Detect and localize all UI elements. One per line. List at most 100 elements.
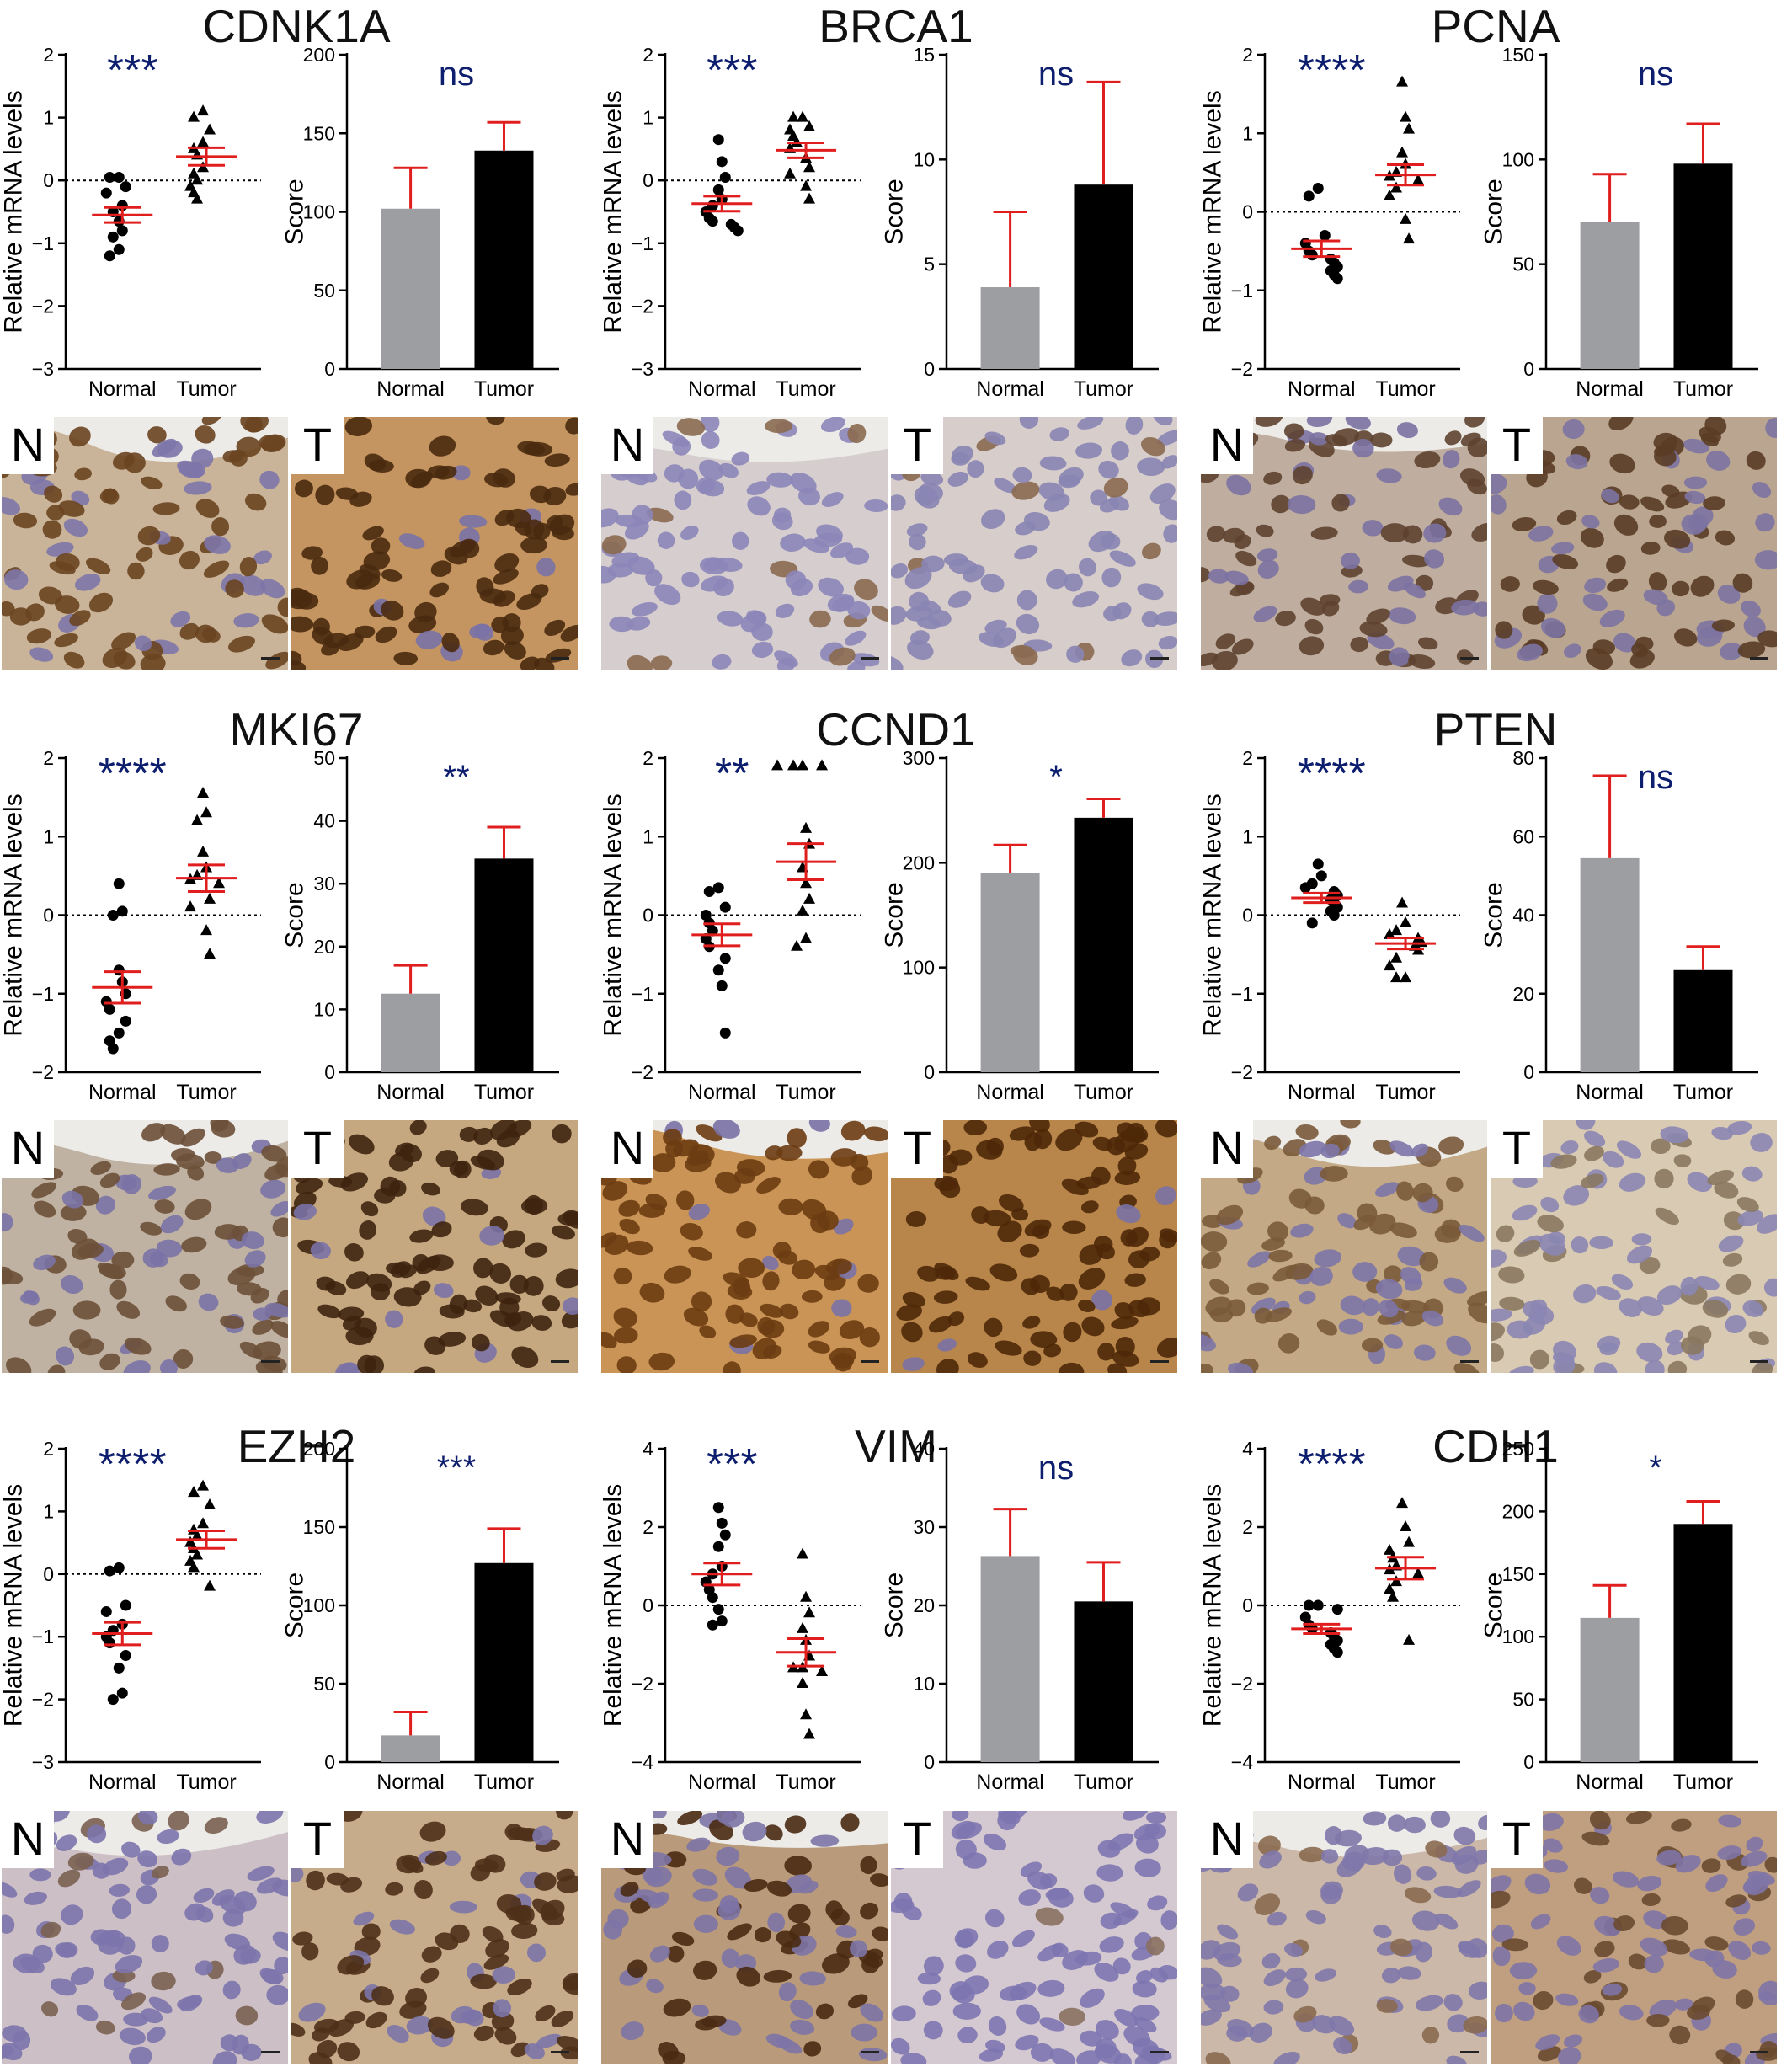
- nucleus: [692, 1868, 718, 1886]
- nucleus: [766, 1880, 792, 1897]
- nucleus: [1261, 1953, 1281, 1969]
- nucleus: [785, 570, 807, 590]
- nucleus: [1128, 1250, 1150, 1268]
- nucleus: [864, 499, 888, 513]
- gene-panel-cdh1: CDH1 −4 −2 0 2 4 Relative mRNA levels Normal Tum…: [1199, 1398, 1792, 2072]
- significance-score: ns: [439, 56, 474, 93]
- normal-label: N: [1201, 1811, 1253, 1868]
- data-point-tumor: [1400, 212, 1412, 224]
- nucleus: [956, 1822, 982, 1840]
- data-point-tumor: [188, 110, 200, 122]
- nucleus: [1675, 1855, 1701, 1873]
- y-tick-label: 150: [303, 1516, 335, 1538]
- nucleus: [840, 1120, 866, 1141]
- tumor-label: T: [1491, 417, 1543, 474]
- data-point-normal: [113, 878, 125, 889]
- nucleus: [1329, 2016, 1355, 2036]
- nucleus: [1674, 628, 1698, 647]
- nucleus: [346, 569, 374, 590]
- y-tick-label: 0: [643, 905, 653, 927]
- nucleus: [845, 547, 870, 565]
- nucleus: [165, 1295, 187, 1312]
- x-category-label: Normal: [376, 377, 445, 401]
- nucleus: [662, 430, 690, 447]
- nucleus: [1631, 1233, 1652, 1246]
- ihc-image-normal: N: [601, 417, 888, 670]
- nucleus: [560, 625, 578, 642]
- nucleus: [1537, 593, 1558, 614]
- nucleus: [1491, 1322, 1505, 1342]
- nucleus: [1715, 530, 1736, 546]
- normal-label: N: [2, 417, 54, 474]
- nucleus: [463, 1299, 483, 1313]
- data-point-tumor: [197, 1517, 210, 1529]
- nucleus: [723, 1272, 749, 1288]
- ihc-image-svg: [291, 1811, 578, 2064]
- x-category-label: Tumor: [1673, 377, 1733, 401]
- nucleus: [1573, 1284, 1597, 1304]
- nucleus: [2, 601, 15, 617]
- scale-bar: [1150, 1360, 1169, 1363]
- nucleus: [556, 2036, 578, 2052]
- nucleus: [1340, 552, 1360, 569]
- nucleus: [449, 1161, 468, 1177]
- nucleus: [1376, 1999, 1398, 2013]
- nucleus: [2, 1213, 13, 1232]
- nucleus: [259, 470, 280, 489]
- nucleus: [552, 1124, 572, 1144]
- data-point-tumor: [191, 814, 204, 825]
- data-point-tumor: [787, 759, 800, 771]
- nucleus: [937, 1338, 957, 1352]
- nucleus: [483, 639, 504, 656]
- nucleus: [1582, 593, 1608, 611]
- nucleus: [1348, 579, 1369, 594]
- nucleus: [756, 1177, 781, 1194]
- data-point-tumor: [1400, 971, 1412, 983]
- nucleus: [683, 1307, 709, 1327]
- data-point-tumor: [204, 1498, 216, 1509]
- nucleus: [1035, 1907, 1064, 1926]
- nucleus: [1499, 1296, 1525, 1311]
- nucleus: [1583, 1145, 1604, 1161]
- data-point-tumor: [191, 192, 204, 204]
- nucleus: [1340, 1120, 1361, 1129]
- y-tick-label: −1: [32, 983, 54, 1005]
- nucleus: [742, 1821, 767, 1842]
- nucleus: [46, 542, 74, 557]
- y-tick-label: −2: [1231, 358, 1253, 380]
- nucleus: [1453, 1363, 1480, 1373]
- nucleus: [729, 1334, 757, 1348]
- nucleus: [1611, 1274, 1634, 1290]
- data-point-normal: [716, 980, 728, 991]
- significance-score: ns: [1038, 56, 1074, 93]
- nucleus: [967, 460, 984, 478]
- nucleus: [147, 426, 167, 444]
- nucleus: [1103, 477, 1128, 498]
- nucleus: [790, 473, 817, 494]
- nucleus: [1256, 548, 1278, 563]
- nucleus: [649, 1945, 670, 1963]
- data-point-tumor: [197, 786, 210, 798]
- nucleus: [980, 509, 1005, 529]
- nucleus: [693, 1960, 717, 1980]
- nucleus: [250, 1287, 269, 1304]
- y-tick-label: −2: [1231, 1061, 1253, 1083]
- data-point-normal: [719, 1529, 731, 1541]
- x-category-label: Normal: [1576, 377, 1644, 401]
- nucleus: [493, 569, 519, 585]
- nucleus: [790, 2000, 813, 2020]
- nucleus: [957, 2027, 978, 2044]
- nucleus: [160, 1124, 186, 1145]
- nucleus: [157, 1829, 179, 1845]
- data-point-tumor: [797, 1547, 809, 1559]
- data-point-tumor: [816, 759, 829, 771]
- data-point-tumor: [191, 1548, 204, 1560]
- nucleus: [493, 1999, 512, 2018]
- nucleus: [696, 1124, 723, 1142]
- nucleus: [253, 550, 272, 565]
- nucleus: [1021, 1278, 1040, 1295]
- nucleus: [179, 1273, 200, 1290]
- tumor-label: T: [1491, 1120, 1543, 1178]
- nucleus: [1352, 439, 1374, 458]
- nucleus: [535, 2005, 556, 2022]
